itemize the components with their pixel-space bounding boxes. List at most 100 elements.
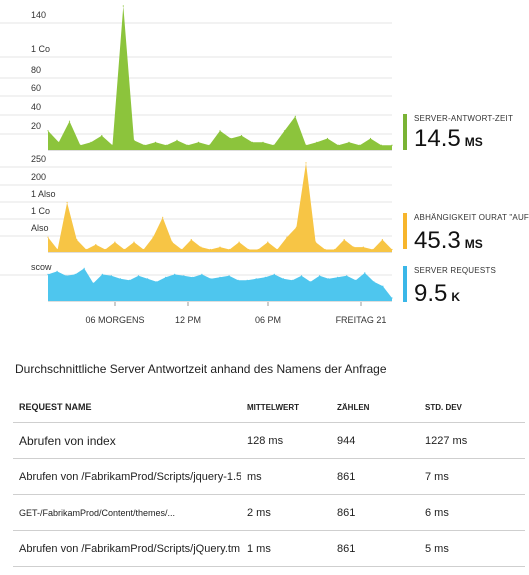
data-point xyxy=(197,141,200,143)
data-point xyxy=(190,239,192,241)
data-point xyxy=(83,267,85,269)
y-tick-label: 80 xyxy=(31,65,41,75)
request-name: Abrufen von index xyxy=(13,422,241,459)
request-std-dev: 7 ms xyxy=(419,458,525,495)
table-row[interactable]: Abrufen von /FabrikamProd/Scripts/jquery… xyxy=(13,458,525,495)
data-point xyxy=(181,248,183,251)
data-point xyxy=(359,144,361,146)
y-tick-label: 250 xyxy=(31,154,46,164)
x-tick-label: FREITAG 21 xyxy=(336,315,387,325)
data-point xyxy=(183,275,185,277)
data-point xyxy=(152,236,154,238)
chart-panel-3: scow xyxy=(0,262,393,302)
data-point xyxy=(200,246,202,248)
data-point xyxy=(162,216,164,218)
data-point xyxy=(123,248,125,251)
data-point xyxy=(101,135,103,137)
data-point xyxy=(372,248,374,251)
x-tick-label: 06 MORGENS xyxy=(85,315,144,325)
request-average: 1 ms xyxy=(241,530,331,567)
legend-color-bar xyxy=(403,213,407,249)
data-point xyxy=(262,141,264,143)
data-point xyxy=(192,276,194,278)
data-point xyxy=(237,279,239,281)
data-point xyxy=(47,273,49,275)
data-point xyxy=(355,279,357,281)
data-point xyxy=(246,279,248,281)
data-point xyxy=(57,248,59,251)
data-point xyxy=(273,273,275,275)
data-point xyxy=(305,162,307,164)
request-std-dev: 1227 ms xyxy=(419,422,525,459)
data-point xyxy=(295,226,297,228)
data-point xyxy=(47,130,49,132)
data-point xyxy=(76,239,78,241)
y-tick-label: Also xyxy=(31,223,49,233)
data-point xyxy=(92,282,94,284)
data-point xyxy=(58,141,60,143)
data-point xyxy=(300,275,303,277)
data-point xyxy=(171,241,173,243)
data-point xyxy=(228,275,230,277)
data-point xyxy=(334,248,336,251)
series-area-2[interactable] xyxy=(48,162,392,252)
data-point xyxy=(391,144,393,146)
data-point xyxy=(165,144,167,146)
data-point xyxy=(122,5,124,7)
data-point xyxy=(391,297,393,299)
data-point xyxy=(65,275,67,277)
y-tick-label: 60 xyxy=(31,83,41,93)
request-name: GET-/FabrikamProd/Content/themes/... xyxy=(13,494,241,531)
table-row[interactable]: GET-/FabrikamProd/Content/themes/... 2 m… xyxy=(13,494,525,531)
data-point xyxy=(337,276,339,278)
data-point xyxy=(346,275,348,277)
data-point xyxy=(95,244,97,246)
series-area-3[interactable] xyxy=(48,268,392,301)
data-point xyxy=(229,248,231,251)
legend-value: 9.5 K xyxy=(414,280,461,307)
data-point xyxy=(380,144,382,146)
data-point xyxy=(104,248,106,251)
data-point xyxy=(362,246,364,248)
legend-value: 14.5 MS xyxy=(414,125,483,152)
legend-label: SERVER REQUESTS xyxy=(414,266,496,275)
column-header-average[interactable]: MITTELWERT xyxy=(241,392,331,423)
data-point xyxy=(119,278,121,280)
data-point xyxy=(343,239,345,241)
column-header-request-name[interactable]: REQUEST NAME xyxy=(13,392,241,423)
x-tick-label: 12 PM xyxy=(175,315,201,325)
metrics-chart[interactable]: 140 1 Co 80 60 40 20 250 200 1 Also 1 Co Also scow 0… xyxy=(0,0,529,340)
y-tick-label: 1 Co xyxy=(31,206,50,216)
column-header-count[interactable]: ZÄHLEN xyxy=(331,392,419,423)
column-header-std-dev[interactable]: STD. DEV xyxy=(419,392,525,423)
data-point xyxy=(382,285,384,287)
y-tick-label: 1 Also xyxy=(31,189,56,199)
data-point xyxy=(353,246,355,248)
data-point xyxy=(257,248,259,251)
table-row[interactable]: Abrufen von index 128 ms 944 1227 ms xyxy=(13,422,525,459)
x-tick-label: 06 PM xyxy=(255,315,281,325)
request-std-dev: 5 ms xyxy=(419,530,525,567)
y-tick-label: 40 xyxy=(31,102,41,112)
y-tick-label: 140 xyxy=(31,10,46,20)
data-point xyxy=(66,201,68,204)
data-point xyxy=(282,278,284,280)
data-point xyxy=(47,236,49,238)
data-point xyxy=(348,141,350,143)
data-point xyxy=(154,141,157,143)
request-count: 861 xyxy=(331,494,419,531)
table-row[interactable]: Abrufen von /FabrikamProd/Scripts/jQuery… xyxy=(13,530,525,567)
section-title: Durchschnittliche Server Antwortzeit anh… xyxy=(15,362,387,376)
data-point xyxy=(238,241,240,243)
y-tick-label: 1 Co xyxy=(31,44,50,54)
data-point xyxy=(110,275,112,277)
data-point xyxy=(210,278,212,280)
request-count: 944 xyxy=(331,422,419,459)
data-point xyxy=(174,273,176,275)
chart-panel-1: 140 1 Co 80 60 40 20 xyxy=(0,5,393,151)
y-tick-label: 20 xyxy=(31,121,41,131)
request-count: 861 xyxy=(331,458,419,495)
y-tick-label: scow xyxy=(31,262,52,272)
data-point xyxy=(230,137,232,140)
request-average: 2 ms xyxy=(241,494,331,531)
